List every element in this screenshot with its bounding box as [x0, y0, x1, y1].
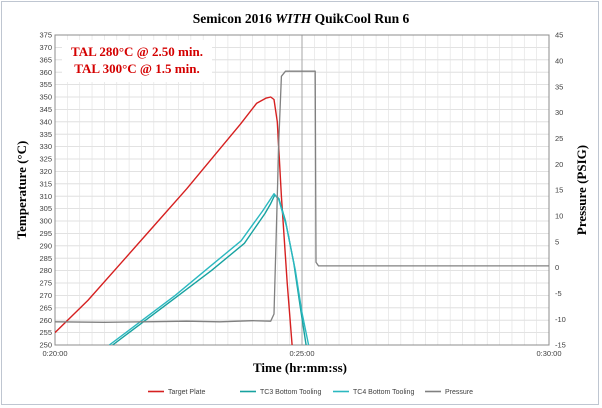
y2-tick-label-35: 35 [555, 82, 563, 91]
annotation-line-1: TAL 280°C @ 2.50 min. [71, 44, 203, 59]
y-tick-label-280: 280 [39, 266, 52, 275]
y-tick-label-320: 320 [39, 167, 52, 176]
y2-tick-label-10: 10 [555, 211, 563, 220]
y-tick-label-325: 325 [39, 155, 52, 164]
y-tick-label-250: 250 [39, 341, 52, 350]
x-axis-ticks: 0:20:00 0:25:00 0:30:00 [42, 349, 561, 358]
y-tick-label-255: 255 [39, 328, 52, 337]
chart-title: Semicon 2016 WITH QuikCool Run 6 [193, 11, 410, 26]
y2-tick-label-5: 5 [555, 237, 559, 246]
annotation-background [62, 40, 212, 82]
y-tick-label-370: 370 [39, 43, 52, 52]
y-tick-label-345: 345 [39, 105, 52, 114]
y-tick-label-270: 270 [39, 291, 52, 300]
series-line-pressure [55, 70, 549, 323]
left-axis-ticks: 250 255 260 265 270 275 280 285 290 295 300 305 310 3… [39, 31, 52, 350]
y2-axis-label: Pressure (PSIG) [574, 145, 589, 235]
y2-tick-label--15: -15 [555, 341, 566, 350]
y-tick-label-260: 260 [39, 316, 52, 325]
y2-tick-label--10: -10 [555, 315, 566, 324]
y-axis-label: Temperature (°C) [14, 141, 29, 240]
y2-tick-label-45: 45 [555, 31, 563, 40]
y2-tick-label-20: 20 [555, 160, 563, 169]
y-tick-label-310: 310 [39, 192, 52, 201]
x-tick-label-0-25-00: 0:25:00 [289, 349, 314, 358]
y2-tick-label-15: 15 [555, 186, 563, 195]
y2-tick-label--5: -5 [555, 289, 562, 298]
y-tick-label-305: 305 [39, 204, 52, 213]
y-tick-label-330: 330 [39, 142, 52, 151]
y-tick-label-285: 285 [39, 254, 52, 263]
y-tick-label-340: 340 [39, 117, 52, 126]
y-tick-label-275: 275 [39, 279, 52, 288]
y-tick-label-350: 350 [39, 93, 52, 102]
y-tick-label-290: 290 [39, 241, 52, 250]
x-tick-label-0-20-00: 0:20:00 [42, 349, 67, 358]
y-tick-label-360: 360 [39, 68, 52, 77]
annotation-box: TAL 280°C @ 2.50 min. TAL 300°C @ 1.5 mi… [62, 40, 212, 82]
annotation-line-2: TAL 300°C @ 1.5 min. [74, 61, 199, 76]
legend: Target Plate TC3 Bottom Tooling TC4 Bottom… [148, 389, 473, 396]
y2-tick-label-25: 25 [555, 134, 563, 143]
right-axis-ticks: -15 -10 -5 0 5 10 15 20 25 30 35 40 45 [555, 31, 566, 350]
series-lines [55, 70, 549, 345]
y-tick-label-375: 375 [39, 31, 52, 40]
y2-tick-label-0: 0 [555, 263, 559, 272]
x-axis-label: Time (hr:mm:ss) [253, 360, 347, 375]
series-line-tc4-bottom-tooling [108, 192, 310, 345]
y-tick-label-295: 295 [39, 229, 52, 238]
legend-label-tc4-bottom-tooling: TC4 Bottom Tooling [353, 389, 414, 396]
y2-tick-label-40: 40 [555, 56, 563, 65]
legend-label-tc3-bottom-tooling: TC3 Bottom Tooling [260, 389, 321, 396]
y-tick-label-265: 265 [39, 303, 52, 312]
y-tick-label-355: 355 [39, 80, 52, 89]
legend-label-target-plate: Target Plate [168, 389, 205, 396]
series-line-target-plate [55, 96, 293, 345]
plot-area-border [54, 34, 550, 346]
y-tick-label-335: 335 [39, 130, 52, 139]
y-tick-label-315: 315 [39, 179, 52, 188]
y-tick-label-300: 300 [39, 217, 52, 226]
y2-tick-label-30: 30 [555, 108, 563, 117]
legend-label-pressure: Pressure [445, 389, 473, 396]
x-tick-label-0-30-00: 0:30:00 [536, 349, 561, 358]
y-tick-label-365: 365 [39, 55, 52, 64]
